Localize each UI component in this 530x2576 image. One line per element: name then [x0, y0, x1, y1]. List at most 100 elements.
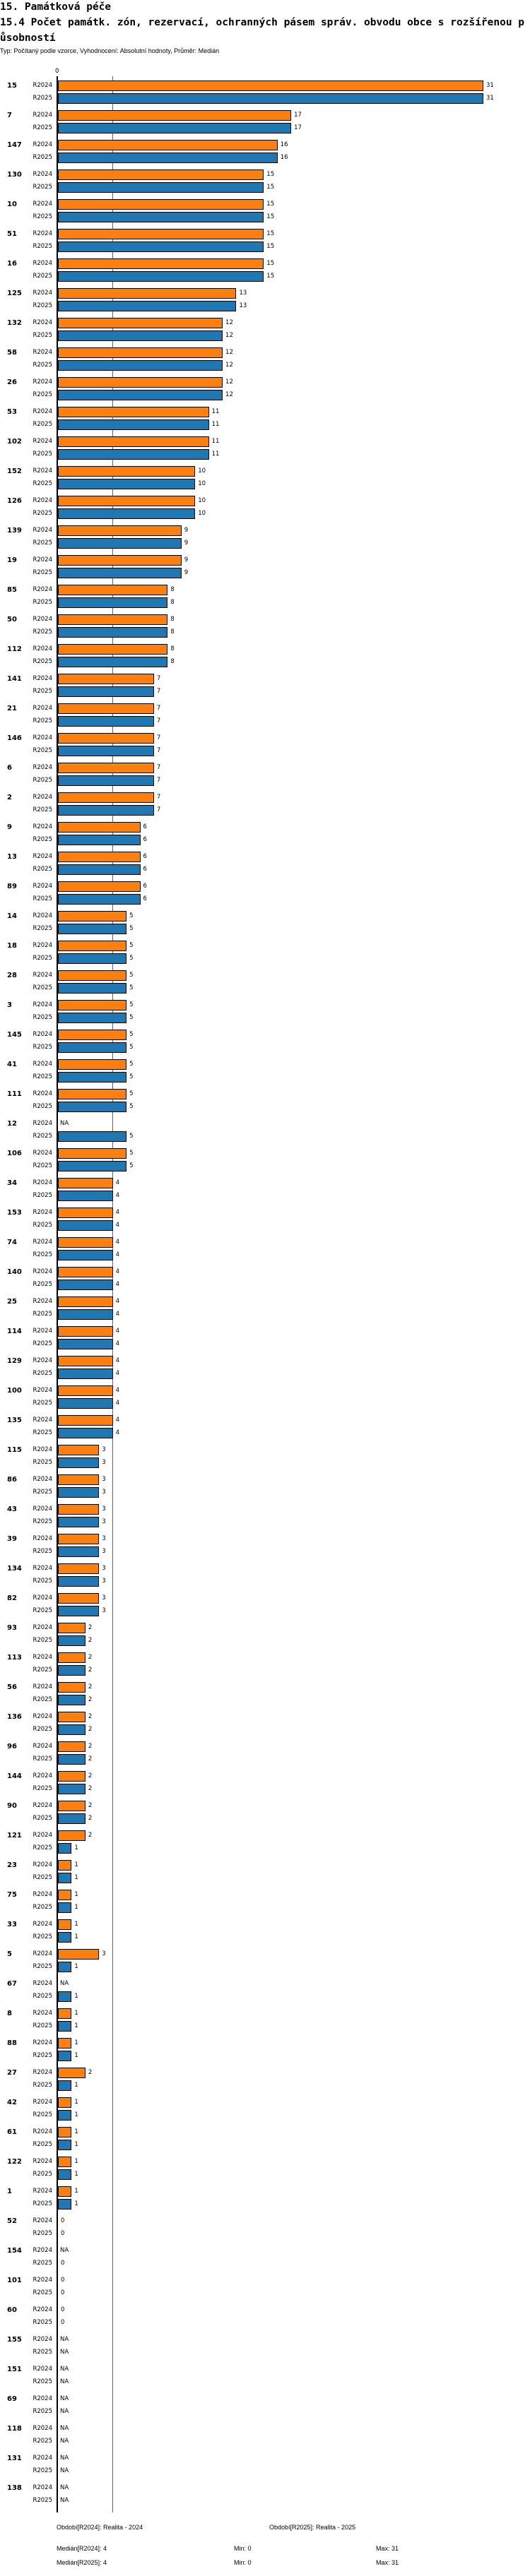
max-2025: Max: 31 — [376, 2559, 399, 2566]
bar-r2025 — [58, 2110, 72, 2121]
group-label: 111 — [7, 1090, 22, 1098]
bar-r2025 — [58, 419, 209, 430]
series-label: R2024 — [33, 972, 52, 979]
value-label: 5 — [129, 1133, 134, 1140]
series-label: R2025 — [33, 1518, 52, 1525]
bar-r2025 — [58, 1309, 113, 1320]
value-label: 7 — [156, 705, 161, 712]
value-label: 10 — [198, 467, 206, 475]
value-label: 4 — [115, 1281, 120, 1288]
value-label: 4 — [115, 1429, 120, 1436]
group-label: 19 — [7, 556, 17, 564]
value-label: 1 — [74, 2141, 78, 2148]
series-label: R2025 — [33, 243, 52, 250]
value-label: 0 — [61, 2217, 65, 2224]
value-label: 7 — [156, 806, 161, 813]
bar-r2025 — [58, 1013, 127, 1023]
bar-r2025 — [58, 508, 196, 519]
bar-r2025 — [58, 894, 141, 905]
bar-r2024 — [58, 1059, 127, 1070]
median-line — [112, 76, 113, 2512]
series-label: R2025 — [33, 1785, 52, 1792]
bar-r2025 — [58, 1457, 100, 1468]
series-label: R2024 — [33, 1179, 52, 1186]
group-label: 88 — [7, 2039, 17, 2047]
bar-r2025 — [58, 153, 278, 163]
value-label: 3 — [102, 1446, 106, 1453]
group-label: 75 — [7, 1891, 17, 1899]
series-label: R2024 — [33, 2158, 52, 2165]
group-label: 1 — [7, 2188, 12, 2195]
series-label: R2024 — [33, 1298, 52, 1305]
bar-r2024 — [58, 1296, 113, 1307]
series-label: R2025 — [33, 213, 52, 220]
value-label: 4 — [115, 1387, 120, 1394]
bar-r2024 — [58, 347, 223, 358]
group-label: 132 — [7, 319, 22, 327]
value-label: 3 — [102, 1505, 106, 1513]
series-label: R2024 — [33, 2099, 52, 2106]
series-label: R2025 — [33, 1400, 52, 1407]
value-label: 8 — [170, 616, 175, 623]
value-label: 1 — [74, 1963, 78, 1970]
value-label: 7 — [156, 688, 161, 695]
series-label: R2024 — [33, 349, 52, 356]
value-label: 3 — [102, 1476, 106, 1483]
series-label: R2025 — [33, 1281, 52, 1288]
bar-r2024 — [58, 1445, 100, 1455]
value-label: 1 — [74, 1921, 78, 1928]
series-label: R2024 — [33, 883, 52, 890]
series-label: R2024 — [33, 734, 52, 741]
series-label: R2024 — [33, 1387, 52, 1394]
value-label: 15 — [266, 260, 275, 267]
group-label: 8 — [7, 2010, 12, 2017]
series-label: R2024 — [33, 2247, 52, 2254]
group-label: 102 — [7, 438, 22, 446]
value-label: NA — [60, 2247, 69, 2254]
bar-r2025 — [58, 330, 223, 341]
group-label: 130 — [7, 171, 22, 179]
bar-r2024 — [58, 1474, 100, 1485]
bar-r2025 — [58, 1754, 86, 1765]
bar-r2024 — [58, 674, 154, 684]
series-label: R2024 — [33, 1802, 52, 1809]
group-label: 10 — [7, 201, 17, 208]
value-label: 5 — [129, 1162, 134, 1169]
bar-r2024 — [58, 1237, 113, 1248]
group-label: 34 — [7, 1179, 17, 1187]
series-label: R2024 — [33, 2069, 52, 2076]
series-label: R2025 — [33, 1370, 52, 1377]
bar-r2025 — [58, 2080, 72, 2091]
value-label: 8 — [170, 645, 175, 652]
value-label: 2 — [88, 1726, 93, 1733]
series-label: R2025 — [33, 1666, 52, 1674]
series-label: R2025 — [33, 1103, 52, 1110]
series-label: R2024 — [33, 675, 52, 682]
value-label: 6 — [143, 866, 147, 873]
bar-r2025 — [58, 1131, 127, 1142]
bar-r2024 — [58, 1415, 113, 1426]
bar-r2024 — [58, 1652, 86, 1663]
value-label: NA — [60, 2484, 69, 2491]
group-label: 154 — [7, 2247, 22, 2255]
bar-r2025 — [58, 1784, 86, 1794]
series-label: R2025 — [33, 2289, 52, 2296]
series-label: R2024 — [33, 794, 52, 801]
bar-r2025 — [58, 123, 292, 133]
bar-r2024 — [58, 585, 168, 595]
bar-r2024 — [58, 1741, 86, 1752]
bar-r2024 — [58, 1504, 100, 1515]
value-label: 5 — [129, 972, 134, 979]
group-label: 125 — [7, 290, 22, 297]
value-label: 1 — [74, 2171, 78, 2178]
series-label: R2025 — [33, 777, 52, 784]
series-label: R2025 — [33, 2111, 52, 2118]
group-label: 138 — [7, 2484, 22, 2492]
bar-r2025 — [58, 1102, 127, 1112]
value-label: 4 — [115, 1239, 120, 1246]
bar-r2024 — [58, 703, 154, 714]
value-label: 6 — [143, 853, 147, 860]
value-label: 1 — [74, 2039, 78, 2046]
bar-r2024 — [58, 1030, 127, 1040]
group-label: 27 — [7, 2069, 17, 2077]
